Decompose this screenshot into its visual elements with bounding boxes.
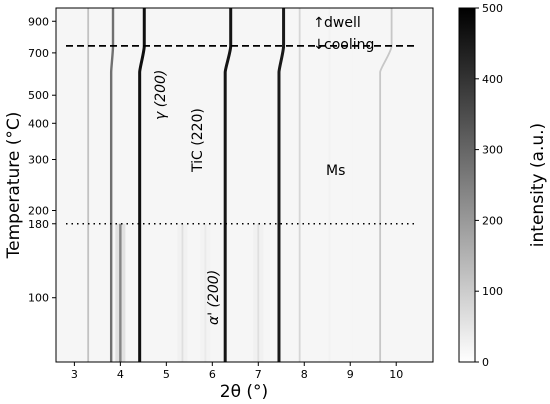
peak-band xyxy=(177,223,188,362)
x-tick-label: 10 xyxy=(389,368,403,381)
colorbar-title: intensity (a.u.) xyxy=(528,123,548,247)
colorbar-tick-label: 300 xyxy=(482,144,503,157)
colorbar-gradient xyxy=(458,7,476,363)
dwell-annotation: ↑ dwell xyxy=(313,15,361,31)
tic-220-label: TiC (220) xyxy=(190,108,206,173)
x-tick-label: 5 xyxy=(163,368,170,381)
y-tick-label: 200 xyxy=(28,205,49,218)
x-tick-label: 6 xyxy=(209,368,216,381)
colorbar-ticks: 0 100 200 300 400 500 xyxy=(475,2,503,369)
x-axis-title: 2θ (°) xyxy=(220,382,268,402)
plot-area xyxy=(56,8,433,362)
cooling-annotation: ↓ cooling xyxy=(313,37,374,53)
colorbar-tick-label: 200 xyxy=(482,214,503,227)
y-tick-label: 500 xyxy=(28,89,49,102)
y-tick-label: 400 xyxy=(28,117,49,130)
x-axis-ticks: 3 4 5 6 7 8 9 10 xyxy=(71,362,403,381)
gamma-200-label: γ (200) xyxy=(153,70,169,120)
alpha-prime-200-label: α' (200) xyxy=(206,270,222,325)
colorbar: 0 100 200 300 400 500 intensity (a.u.) xyxy=(458,2,548,369)
dwell-arrow-icon: ↑ xyxy=(313,15,325,31)
y-axis-title: Temperature (°C) xyxy=(4,112,24,260)
peak-band xyxy=(200,223,211,362)
colorbar-tick-label: 400 xyxy=(482,73,503,86)
reference-lines xyxy=(66,44,417,225)
cooling-arrow-icon: ↓ xyxy=(313,37,325,53)
peak-band xyxy=(115,223,126,362)
colorbar-tick-label: 100 xyxy=(482,285,503,298)
ms-label: Ms xyxy=(326,163,345,179)
y-tick-label: 100 xyxy=(28,292,49,305)
x-tick-label: 8 xyxy=(301,368,308,381)
plot-frame xyxy=(55,7,434,363)
y-tick-label: 300 xyxy=(28,153,49,166)
y-tick-label: 700 xyxy=(28,47,49,60)
colorbar-tick-label: 500 xyxy=(482,2,503,15)
y-tick-label: 900 xyxy=(28,15,49,28)
colorbar-tick-label: 0 xyxy=(482,356,489,369)
peak-trace xyxy=(223,8,233,362)
x-tick-label: 7 xyxy=(255,368,262,381)
peak-band xyxy=(253,223,264,362)
x-tick-label: 9 xyxy=(347,368,354,381)
peak-trace xyxy=(277,8,286,362)
dwell-label: dwell xyxy=(324,15,361,31)
peak-traces xyxy=(87,8,393,362)
x-tick-label: 3 xyxy=(71,368,78,381)
x-tick-label: 4 xyxy=(117,368,124,381)
cooling-label: cooling xyxy=(324,37,374,53)
y-tick-label: 180 xyxy=(28,218,49,231)
